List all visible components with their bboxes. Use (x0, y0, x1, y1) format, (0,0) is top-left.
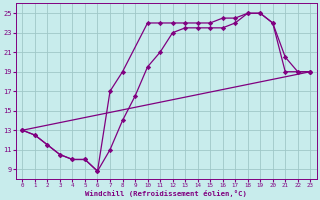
X-axis label: Windchill (Refroidissement éolien,°C): Windchill (Refroidissement éolien,°C) (85, 190, 247, 197)
